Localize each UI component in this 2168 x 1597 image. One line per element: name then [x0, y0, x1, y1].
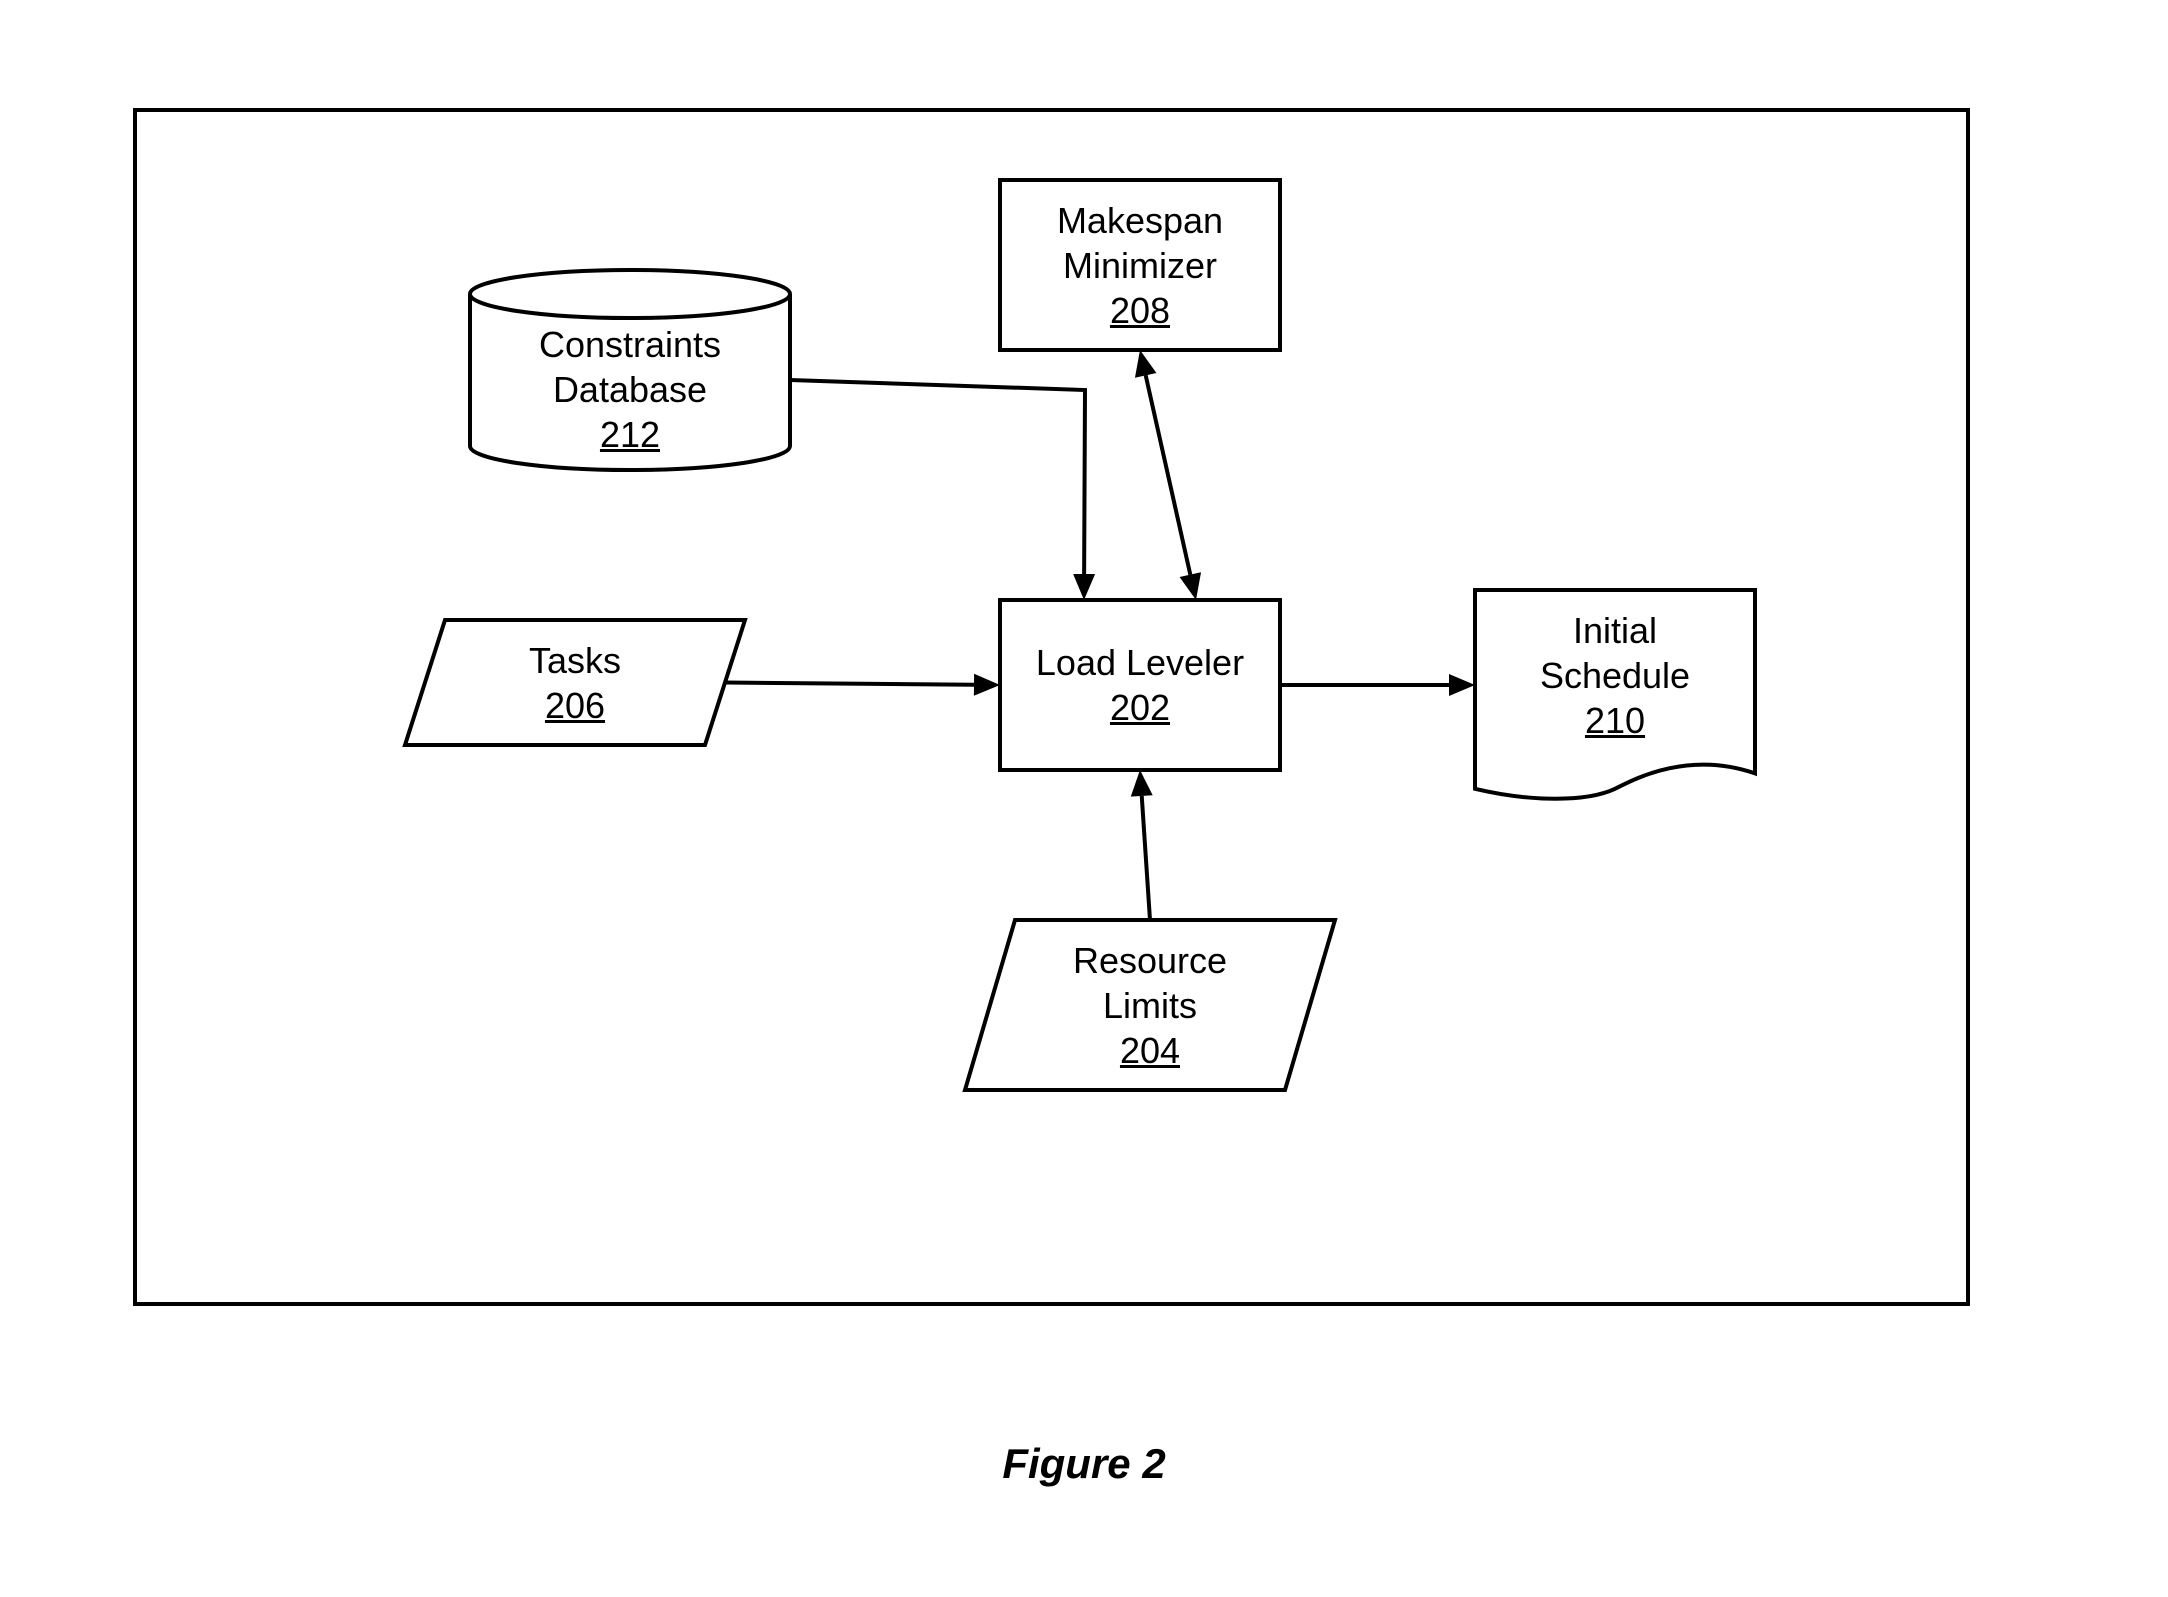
label-initial_schedule: InitialSchedule210: [1475, 608, 1755, 743]
label-line: Makespan: [1000, 198, 1280, 243]
label-number: 204: [990, 1028, 1310, 1073]
label-line: Resource: [990, 938, 1310, 983]
arrowhead: [974, 674, 1000, 696]
node-constraints_db: [470, 270, 790, 318]
label-line: Tasks: [425, 638, 725, 683]
edge-resource_limits-load_leveler: [1142, 796, 1150, 920]
edge-makespan-load_leveler: [1146, 375, 1191, 574]
label-line: Schedule: [1475, 653, 1755, 698]
edge-tasks-load_leveler: [725, 683, 974, 685]
label-line: Initial: [1475, 608, 1755, 653]
label-resource_limits: ResourceLimits204: [990, 938, 1310, 1073]
label-number: 210: [1475, 698, 1755, 743]
caption-text: Figure 2: [1002, 1440, 1165, 1487]
label-line: Limits: [990, 983, 1310, 1028]
label-line: Minimizer: [1000, 243, 1280, 288]
label-load_leveler: Load Leveler202: [1000, 640, 1280, 730]
label-line: Constraints: [470, 322, 790, 367]
edge-constraints_db-load_leveler: [790, 380, 1085, 574]
label-number: 208: [1000, 288, 1280, 333]
arrowhead: [1449, 674, 1475, 696]
label-line: Load Leveler: [1000, 640, 1280, 685]
arrowhead: [1135, 350, 1156, 378]
arrowhead: [1073, 574, 1095, 600]
label-number: 206: [425, 683, 725, 728]
label-constraints_db: ConstraintsDatabase212: [470, 322, 790, 457]
label-number: 202: [1000, 685, 1280, 730]
label-makespan: MakespanMinimizer208: [1000, 198, 1280, 333]
label-number: 212: [470, 412, 790, 457]
label-tasks: Tasks206: [425, 638, 725, 728]
arrowhead: [1131, 770, 1153, 797]
label-line: Database: [470, 367, 790, 412]
arrowhead: [1180, 572, 1201, 600]
figure-caption: Figure 2: [0, 1440, 2168, 1488]
